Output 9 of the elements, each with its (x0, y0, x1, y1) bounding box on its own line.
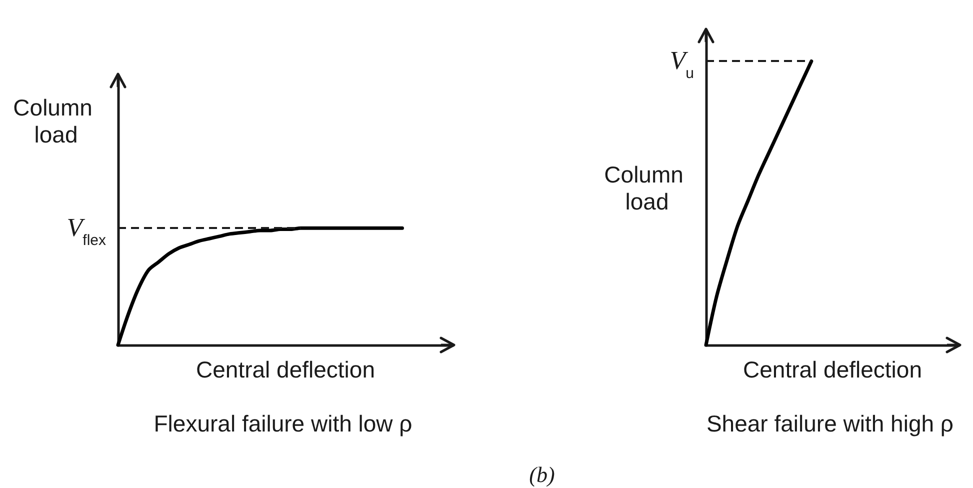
ref-line-label: V$_{u}$ (670, 46, 694, 82)
x-axis-title: Central deflection (743, 356, 922, 382)
text: Shear failure with high ρ (706, 410, 954, 436)
x-axis-title: Central deflection (196, 356, 375, 382)
text: (b) (528, 462, 556, 487)
ref-line-label: V$_{flex}$ (66, 213, 106, 249)
text: Flexural failure with low ρ (154, 410, 412, 436)
y-axis-title: Column load (13, 94, 99, 148)
y-axis-title: Column load (604, 162, 690, 214)
